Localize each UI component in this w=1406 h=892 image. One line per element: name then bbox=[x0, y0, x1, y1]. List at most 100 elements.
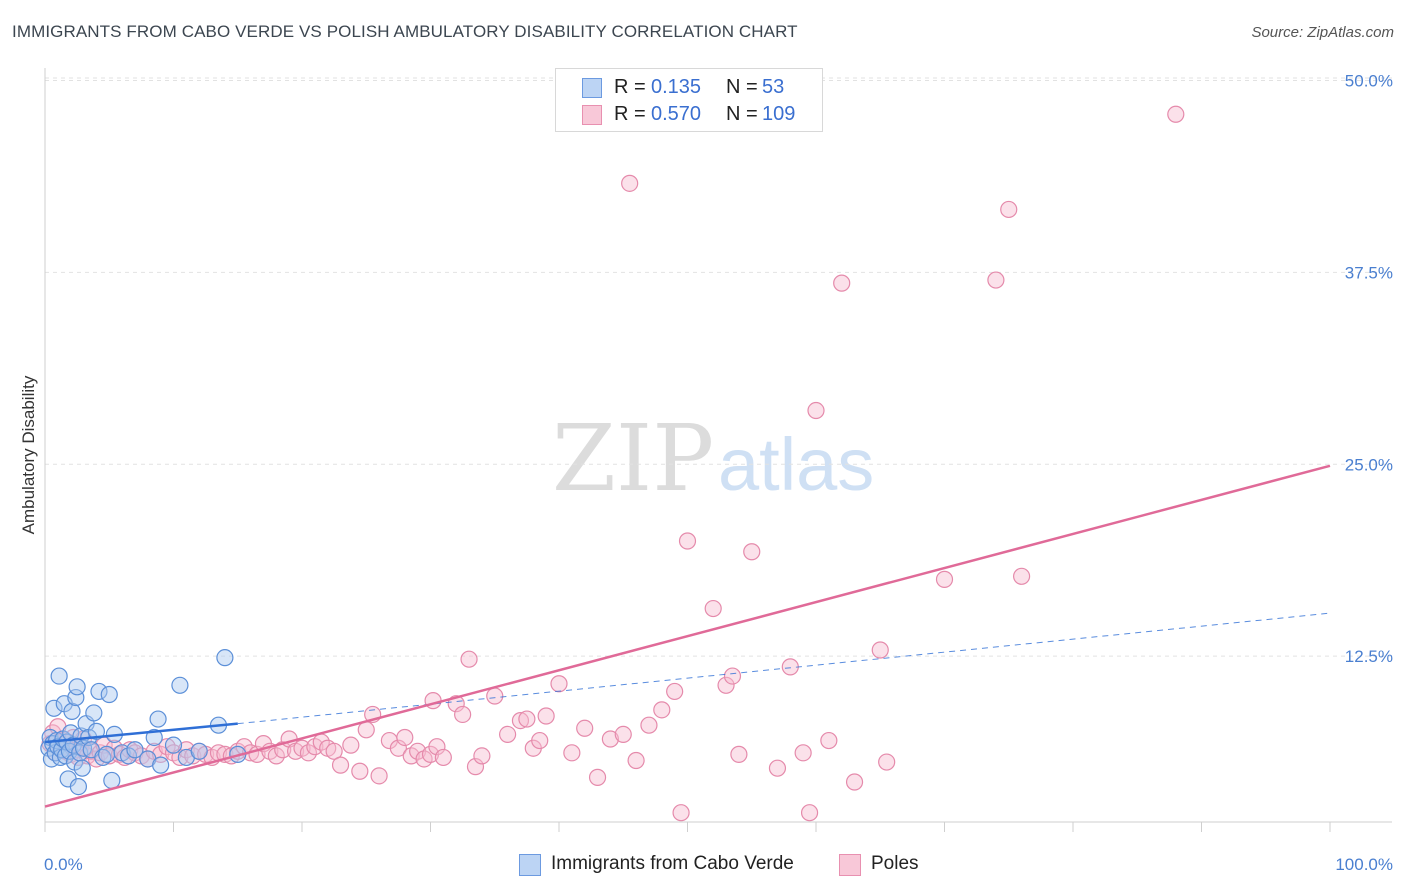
poles-point bbox=[794, 744, 812, 762]
source-credit: Source: ZipAtlas.com bbox=[1251, 24, 1394, 41]
poles-point bbox=[460, 650, 478, 668]
legend-swatch-blue bbox=[519, 854, 541, 876]
cabo-verde-point bbox=[85, 704, 103, 722]
poles-point bbox=[325, 742, 343, 760]
poles-point bbox=[717, 676, 735, 694]
cabo-verde-point bbox=[149, 710, 167, 728]
poles-point bbox=[653, 701, 671, 719]
poles-point bbox=[342, 736, 360, 754]
poles-point bbox=[614, 725, 632, 744]
poles-point bbox=[845, 773, 864, 791]
cabo-verde-trend-solid bbox=[44, 722, 238, 744]
cabo-verde-point bbox=[119, 747, 138, 765]
legend-r-label: R = bbox=[614, 103, 646, 125]
poles-point bbox=[807, 401, 825, 420]
correlation-legend: R = 0.135 N = 53 R = 0.570 N = 109 bbox=[555, 68, 823, 132]
legend-n-label: N = bbox=[726, 103, 758, 125]
poles-point bbox=[666, 682, 684, 701]
poles-point bbox=[1000, 200, 1018, 219]
cabo-verde-point bbox=[100, 685, 118, 704]
cabo-verde-point bbox=[152, 756, 170, 774]
poles-points bbox=[41, 105, 1185, 822]
poles-point bbox=[389, 739, 407, 757]
y-axis-label: Ambulatory Disability bbox=[19, 375, 38, 534]
poles-point bbox=[454, 705, 472, 724]
cabo-verde-point bbox=[73, 759, 91, 777]
poles-point bbox=[1012, 567, 1031, 585]
x-tick-label-min: 0.0% bbox=[44, 855, 83, 874]
poles-point bbox=[299, 744, 318, 762]
y-tick-label: 50.0% bbox=[1345, 72, 1393, 91]
legend-swatch-pink bbox=[582, 105, 602, 125]
cabo-verde-point bbox=[50, 667, 68, 685]
poles-point bbox=[627, 751, 645, 770]
cabo-verde-point bbox=[98, 745, 116, 763]
poles-point bbox=[511, 711, 530, 730]
poles-point bbox=[331, 756, 350, 774]
poles-point bbox=[499, 725, 517, 744]
cabo-verde-trend-dashed bbox=[237, 612, 1331, 725]
series-legend: Immigrants from Cabo Verde Poles bbox=[0, 852, 1406, 878]
poles-trend bbox=[44, 464, 1331, 808]
poles-point bbox=[428, 738, 446, 756]
legend-r-value: 0.570 bbox=[651, 103, 702, 125]
cabo-verde-point bbox=[45, 699, 63, 717]
legend-label-cabo-verde: Immigrants from Cabo Verde bbox=[551, 853, 794, 874]
poles-point bbox=[357, 721, 375, 739]
poles-point bbox=[531, 731, 549, 750]
poles-point bbox=[878, 753, 896, 771]
poles-point bbox=[987, 271, 1005, 289]
cabo-verde-point bbox=[90, 682, 108, 701]
cabo-verde-point bbox=[216, 649, 234, 667]
poles-point bbox=[935, 570, 954, 588]
trend-lines bbox=[44, 464, 1331, 808]
cabo-verde-point bbox=[63, 702, 81, 720]
poles-point bbox=[743, 543, 761, 561]
cabo-verde-point bbox=[69, 777, 88, 796]
poles-point bbox=[158, 738, 176, 756]
legend-r-label: R = bbox=[614, 76, 646, 98]
poles-point bbox=[1167, 105, 1185, 123]
legend-n-value: 109 bbox=[762, 103, 796, 125]
axis-labels: 12.5% 25.0% 37.5% 50.0% 0.0% 100.0% Ambulatory… bbox=[19, 72, 1393, 875]
y-tick-label: 25.0% bbox=[1345, 455, 1393, 474]
poles-point bbox=[730, 745, 748, 763]
watermark: ZIP atlas bbox=[552, 405, 874, 512]
legend-n-label: N = bbox=[726, 76, 758, 98]
poles-point bbox=[351, 762, 369, 780]
cabo-verde-point bbox=[171, 676, 189, 694]
watermark-zip: ZIP bbox=[552, 405, 714, 512]
cabo-verde-point bbox=[87, 722, 106, 740]
poles-point bbox=[550, 675, 568, 693]
cabo-verde-point bbox=[68, 678, 86, 696]
poles-point bbox=[678, 532, 697, 550]
cabo-verde-point bbox=[190, 742, 208, 760]
poles-point bbox=[588, 768, 607, 786]
poles-point bbox=[396, 728, 414, 747]
legend-r-value: 0.135 bbox=[651, 76, 702, 98]
poles-point bbox=[486, 687, 504, 705]
cabo-verde-points bbox=[40, 649, 247, 796]
legend-swatch-pink bbox=[839, 854, 861, 876]
poles-point bbox=[800, 804, 819, 822]
poles-point bbox=[601, 730, 620, 748]
poles-point bbox=[466, 758, 485, 776]
legend-label-poles: Poles bbox=[871, 853, 919, 874]
poles-point bbox=[621, 174, 639, 192]
poles-point bbox=[704, 599, 722, 618]
poles-point bbox=[518, 710, 536, 728]
gridlines bbox=[45, 77, 1392, 657]
y-tick-label: 37.5% bbox=[1345, 263, 1393, 282]
x-tick-label-max: 100.0% bbox=[1335, 855, 1393, 874]
poles-point bbox=[576, 719, 594, 737]
legend-swatch-blue bbox=[582, 78, 602, 98]
cabo-verde-point bbox=[164, 736, 183, 754]
axes bbox=[44, 68, 1392, 832]
poles-point bbox=[871, 641, 889, 659]
poles-point bbox=[833, 274, 851, 292]
poles-point bbox=[434, 748, 452, 767]
poles-point bbox=[473, 747, 491, 765]
poles-point bbox=[768, 759, 787, 777]
chart-title: IMMIGRANTS FROM CABO VERDE VS POLISH AMB… bbox=[12, 22, 798, 41]
